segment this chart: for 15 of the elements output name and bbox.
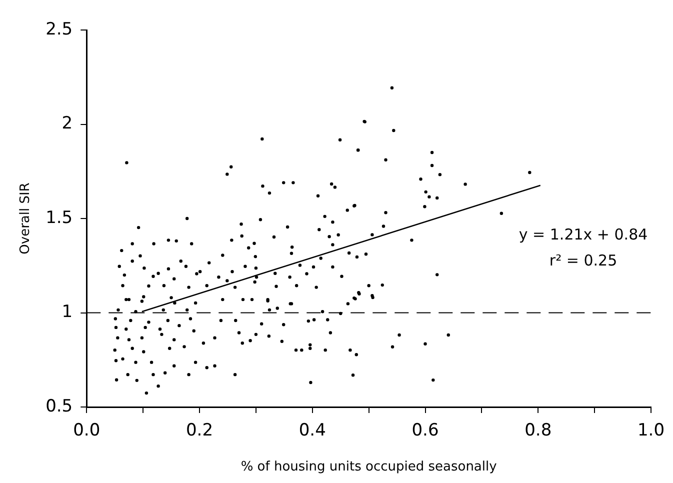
y-tick-label: 1 bbox=[62, 302, 73, 322]
y-axis-title: Overall SIR bbox=[18, 182, 34, 254]
y-tick-label: 1.5 bbox=[46, 208, 73, 228]
annotation: r² = 0.25 bbox=[549, 252, 618, 270]
x-tick-label: 0.4 bbox=[298, 420, 326, 441]
x-tick-label: 0.6 bbox=[412, 420, 439, 441]
y-tick-label: 0.5 bbox=[46, 396, 73, 416]
x-tick-label: 0.0 bbox=[73, 420, 100, 441]
annotation: y = 1.21x + 0.84 bbox=[518, 225, 648, 244]
x-tick-label: 1.0 bbox=[637, 420, 665, 441]
y-tick-label: 2.5 bbox=[46, 19, 73, 40]
x-tick-label: 0.8 bbox=[524, 420, 552, 441]
x-tick-label: 0.2 bbox=[186, 420, 214, 441]
x-axis-title: % of housing units occupied seasonally bbox=[240, 460, 498, 475]
y-tick-label: 2 bbox=[62, 114, 73, 134]
